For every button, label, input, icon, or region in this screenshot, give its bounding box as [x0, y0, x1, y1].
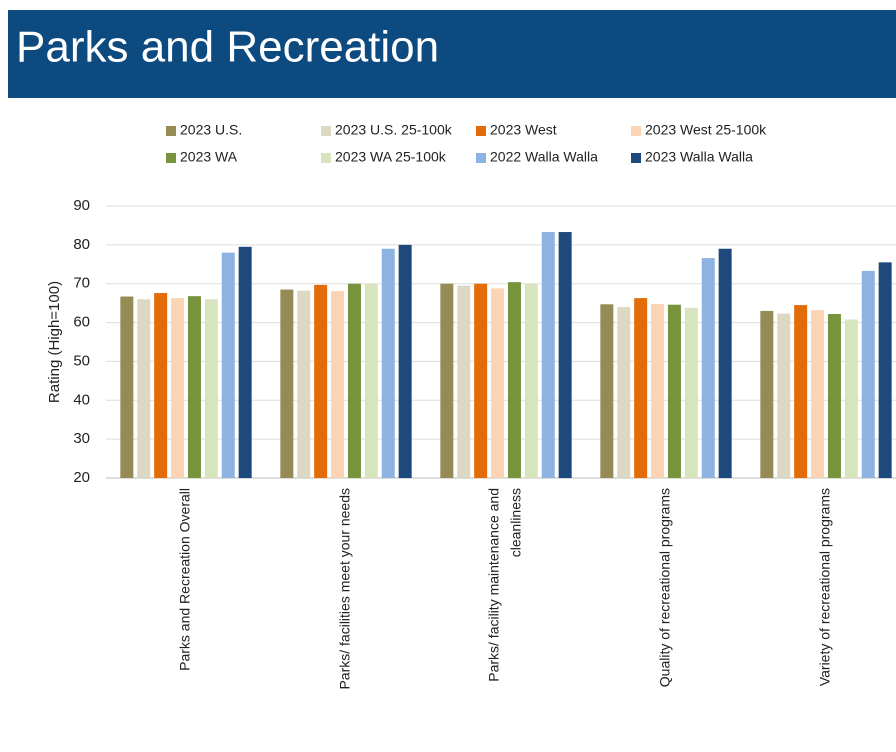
bar [701, 258, 715, 478]
bar [238, 246, 252, 478]
legend-swatch [476, 126, 486, 136]
legend-label: 2023 U.S. 25-100k [335, 122, 453, 138]
legend-swatch [166, 153, 176, 163]
bar [760, 310, 774, 478]
y-tick-label: 40 [73, 391, 90, 408]
bar [457, 285, 471, 478]
bar [718, 248, 732, 478]
legend-label: 2023 WA [180, 149, 238, 165]
bar [314, 284, 328, 478]
bar [221, 252, 235, 478]
bar [171, 298, 185, 478]
y-tick-label: 60 [73, 314, 90, 331]
bar [634, 298, 648, 478]
bar [541, 232, 555, 478]
legend-label: 2023 West [490, 122, 557, 138]
bar [651, 303, 665, 478]
legend-swatch [476, 153, 486, 163]
y-tick-label: 50 [73, 352, 90, 369]
y-tick-label: 90 [73, 197, 90, 214]
legend-label: 2023 WA 25-100k [335, 149, 447, 165]
title-band [8, 10, 896, 98]
x-tick-label: Parks/ facilities meet your needs [337, 488, 353, 690]
x-tick-label: Variety of recreational programs [817, 488, 833, 686]
bar [844, 319, 858, 478]
legend-swatch [631, 153, 641, 163]
bar [381, 248, 395, 478]
bar [507, 282, 521, 478]
legend-label: 2022 Walla Walla [490, 149, 598, 165]
legend-label: 2023 Walla Walla [645, 149, 753, 165]
bar [861, 270, 875, 478]
bar [524, 283, 538, 478]
bar [154, 293, 168, 478]
bar [440, 283, 454, 478]
x-tick-label: cleanliness [508, 488, 524, 557]
x-tick-label: Parks and Recreation Overall [177, 488, 193, 671]
bar [280, 289, 294, 478]
bar [491, 288, 505, 478]
bar [474, 283, 488, 478]
x-tick-label: Parks/ facility maintenance and [486, 488, 502, 682]
y-tick-label: 70 [73, 275, 90, 292]
legend-swatch [321, 153, 331, 163]
bar [777, 313, 791, 478]
bar [617, 307, 631, 478]
bar [827, 314, 841, 478]
bar [600, 304, 614, 478]
x-tick-label: Quality of recreational programs [657, 488, 673, 687]
bar [878, 262, 892, 478]
y-tick-label: 80 [73, 236, 90, 253]
bar [120, 296, 134, 478]
legend-swatch [631, 126, 641, 136]
bar [667, 304, 681, 478]
bar [187, 296, 201, 478]
bar [811, 310, 825, 478]
bar [398, 244, 412, 478]
y-tick-label: 20 [73, 469, 90, 486]
bar [297, 290, 311, 478]
bar [684, 307, 698, 478]
bar [794, 305, 808, 478]
y-tick-label: 30 [73, 430, 90, 447]
bar [137, 299, 151, 478]
chart-title: Parks and Recreation [16, 23, 439, 72]
bar [347, 283, 361, 478]
legend-swatch [321, 126, 331, 136]
legend-swatch [166, 126, 176, 136]
bar [364, 283, 378, 478]
bar [204, 299, 218, 478]
bar [558, 232, 572, 478]
bar [331, 291, 345, 478]
legend-label: 2023 West 25-100k [645, 122, 767, 138]
legend-label: 2023 U.S. [180, 122, 242, 138]
y-axis-title: Rating (High=100) [46, 281, 63, 403]
